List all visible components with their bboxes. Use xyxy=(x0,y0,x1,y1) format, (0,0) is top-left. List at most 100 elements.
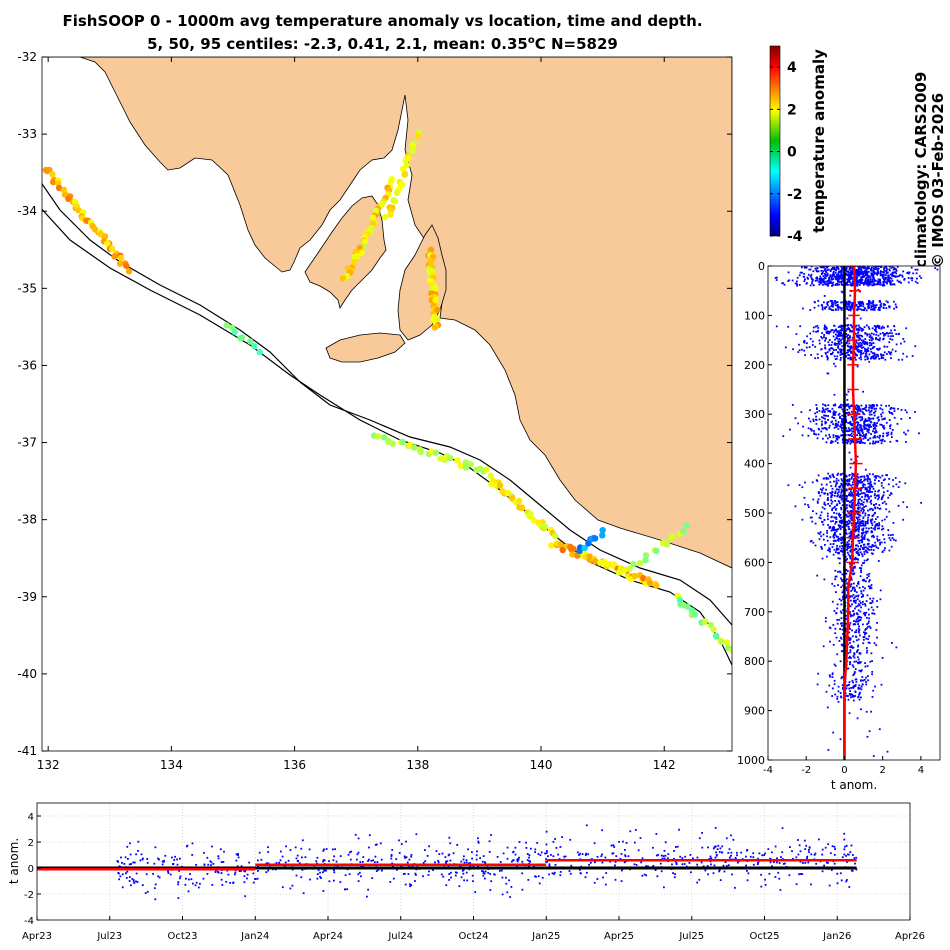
ts-point xyxy=(854,862,856,865)
profile-point xyxy=(856,598,859,601)
profile-point xyxy=(891,283,893,286)
profile-point xyxy=(914,411,916,413)
ts-point xyxy=(281,886,284,889)
ts-point xyxy=(132,879,135,881)
profile-point xyxy=(851,424,854,427)
profile-point xyxy=(874,528,876,531)
profile-point xyxy=(862,437,865,440)
profile-point xyxy=(859,345,862,348)
profile-point xyxy=(873,357,875,360)
profile-ytick-label: 0 xyxy=(758,260,765,273)
ts-point xyxy=(514,853,517,856)
profile-point xyxy=(841,434,844,436)
map-point xyxy=(541,523,549,531)
profile-point xyxy=(862,679,865,682)
profile-point xyxy=(864,633,866,636)
profile-point xyxy=(879,279,881,282)
profile-point xyxy=(835,512,838,515)
ts-point xyxy=(454,874,457,877)
ts-point xyxy=(244,895,247,898)
profile-point xyxy=(834,539,837,542)
profile-point xyxy=(849,466,852,469)
profile-point xyxy=(865,427,867,430)
profile-point xyxy=(824,344,826,347)
profile-point xyxy=(841,579,843,581)
ts-point xyxy=(206,856,209,859)
profile-point xyxy=(879,274,882,277)
profile-point xyxy=(861,346,863,349)
profile-point xyxy=(846,349,849,352)
profile-point xyxy=(866,490,868,493)
profile-point xyxy=(839,485,842,488)
ts-point xyxy=(256,877,259,880)
profile-point xyxy=(848,428,851,431)
profile-point xyxy=(839,270,842,273)
profile-point xyxy=(885,474,888,476)
profile-point xyxy=(826,372,829,375)
profile-point xyxy=(824,267,827,270)
profile-point xyxy=(845,533,848,535)
ts-point xyxy=(548,873,550,876)
ts-point xyxy=(718,870,720,873)
profile-point xyxy=(840,272,843,275)
profile-point xyxy=(849,599,852,602)
profile-point xyxy=(848,494,850,497)
profile-point xyxy=(841,485,844,488)
profile-point xyxy=(857,623,859,625)
profile-point xyxy=(862,547,864,549)
profile-point xyxy=(832,283,835,286)
profile-point xyxy=(856,455,859,458)
profile-point xyxy=(863,578,865,581)
profile-point xyxy=(826,555,828,558)
profile-point xyxy=(857,661,859,664)
profile-point xyxy=(881,408,884,411)
profile-point xyxy=(784,346,787,349)
profile-point xyxy=(867,425,870,428)
profile-point xyxy=(860,334,863,337)
profile-point xyxy=(876,435,879,438)
profile-point xyxy=(884,281,887,284)
profile-point xyxy=(855,341,858,344)
profile-point xyxy=(858,284,861,286)
profile-point xyxy=(854,422,857,424)
ts-point xyxy=(469,862,472,864)
profile-point xyxy=(841,419,843,422)
profile-point xyxy=(890,329,892,332)
ts-point xyxy=(128,876,131,878)
profile-point xyxy=(876,422,878,424)
profile-point xyxy=(880,270,882,272)
map-point xyxy=(559,546,566,554)
ts-point xyxy=(508,879,510,882)
profile-point xyxy=(840,403,842,406)
profile-point xyxy=(804,278,806,281)
profile-point xyxy=(859,317,862,320)
ts-point xyxy=(127,858,129,860)
profile-point xyxy=(853,525,856,528)
profile-point xyxy=(825,326,827,328)
profile-point xyxy=(861,275,864,277)
profile-point xyxy=(854,588,856,591)
profile-point xyxy=(868,342,871,344)
profile-point xyxy=(825,441,828,444)
ts-point xyxy=(528,854,531,857)
profile-point xyxy=(838,512,841,515)
ts-point xyxy=(325,848,328,850)
profile-point xyxy=(857,476,860,479)
profile-point xyxy=(867,270,870,273)
profile-point xyxy=(857,334,859,337)
profile-point xyxy=(873,352,876,355)
ts-point xyxy=(797,839,799,841)
profile-point xyxy=(871,272,874,275)
ts-point xyxy=(521,888,524,891)
profile-point xyxy=(869,519,872,521)
ts-point xyxy=(563,855,566,858)
ts-point xyxy=(153,862,156,865)
profile-point xyxy=(857,479,860,482)
profile-point xyxy=(885,432,888,435)
profile-point xyxy=(834,627,837,630)
profile-point xyxy=(866,420,868,422)
profile-point xyxy=(848,514,851,517)
profile-point xyxy=(910,266,913,269)
profile-point xyxy=(894,303,897,306)
profile-point xyxy=(834,284,837,286)
